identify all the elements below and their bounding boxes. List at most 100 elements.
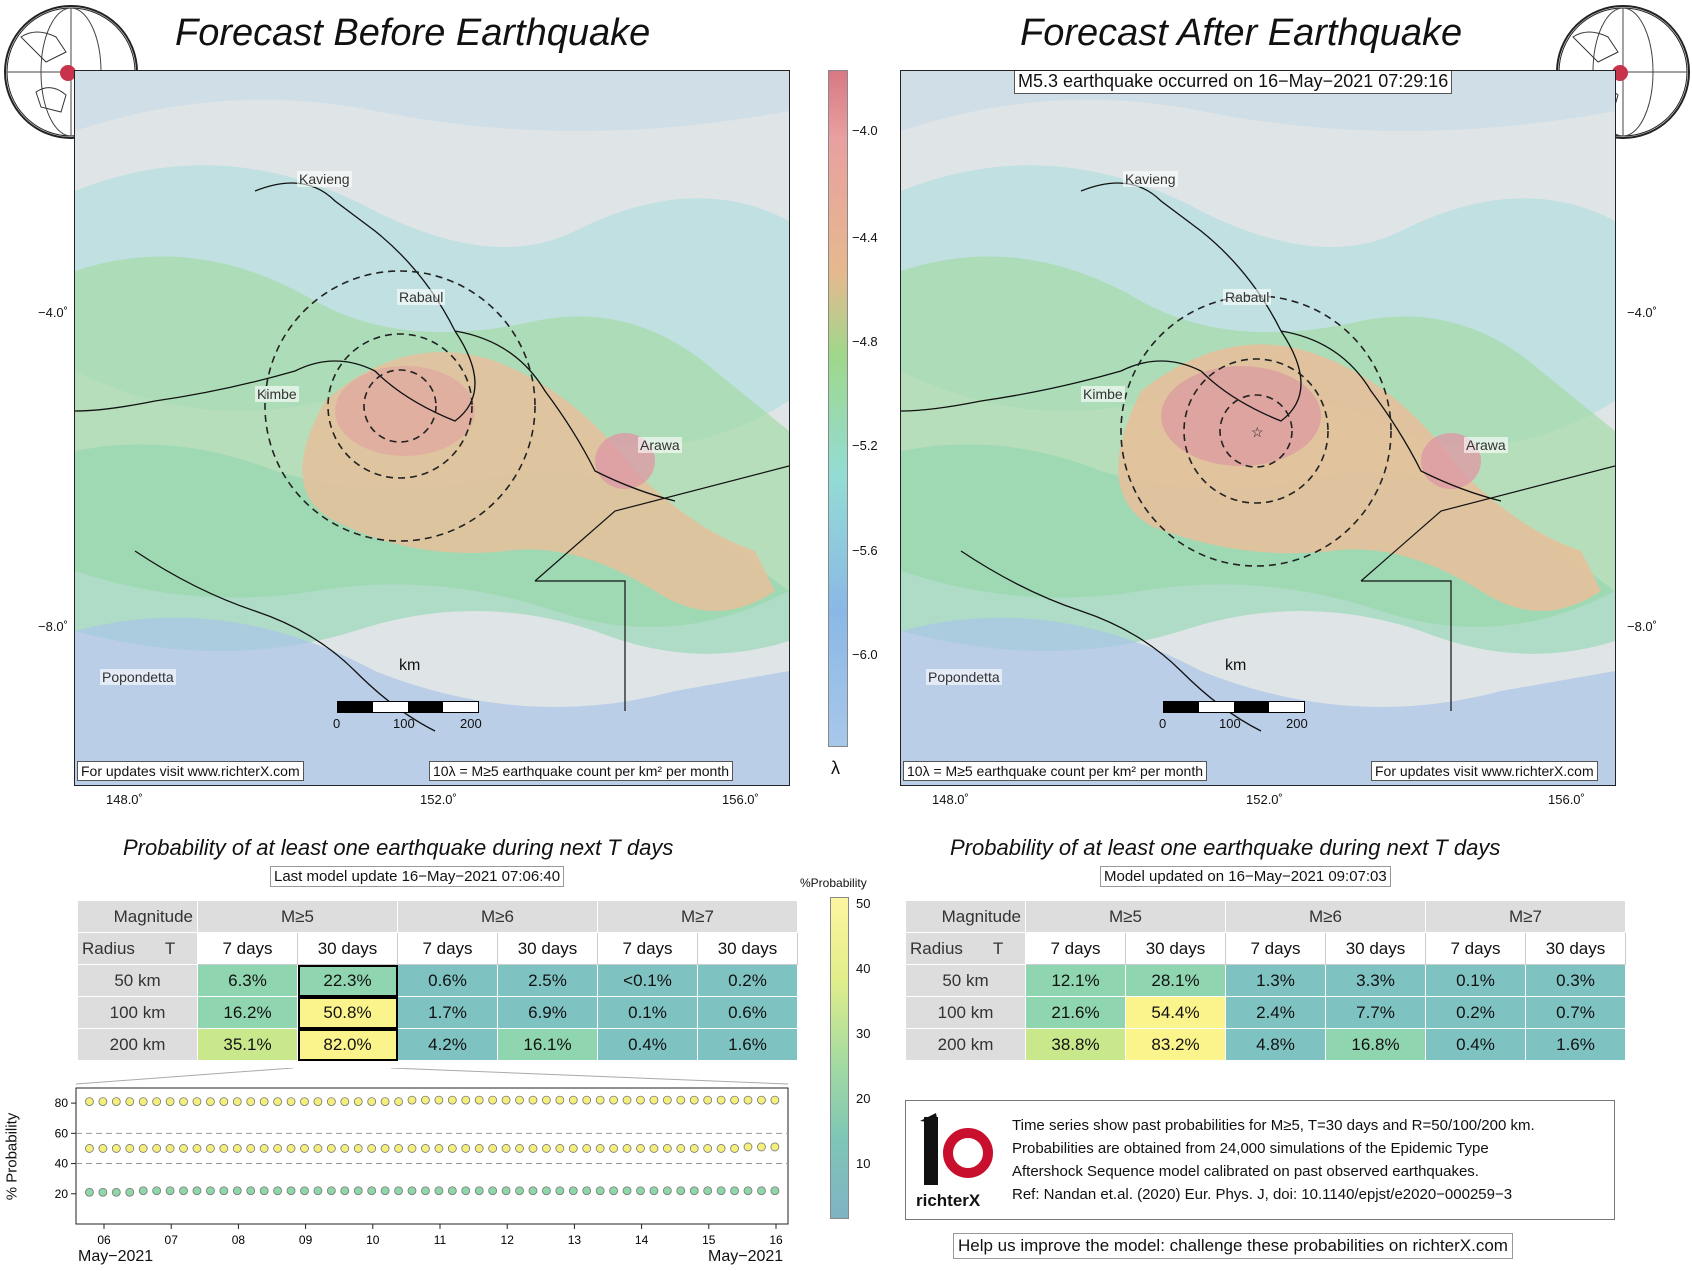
info-line: Time series show past probabilities for … [1012, 1117, 1535, 1134]
data-point [703, 1186, 713, 1196]
x-tick-label: 11 [434, 1233, 447, 1247]
data-point [179, 1144, 188, 1153]
help-link[interactable]: Help us improve the model: challenge the… [953, 1233, 1513, 1259]
data-point [98, 1187, 108, 1197]
prob-cell: 0.4% [597, 1028, 698, 1061]
data-point [246, 1097, 256, 1106]
right-map-canvas: ☆ [901, 71, 1615, 785]
data-point [353, 1186, 363, 1196]
table-row: 200 km 35.1% 82.0% 4.2% 16.1% 0.4% 1.6% [77, 1028, 798, 1061]
data-point [125, 1187, 135, 1197]
prob-colorbar [830, 897, 849, 1219]
data-point [568, 1095, 578, 1105]
data-point [515, 1095, 524, 1105]
data-point [340, 1097, 350, 1106]
data-point [313, 1144, 323, 1153]
data-point [649, 1144, 659, 1153]
richterx-logo-icon [920, 1113, 993, 1185]
data-point [111, 1187, 121, 1197]
prob-cell: 2.4% [1225, 996, 1326, 1029]
day-header: 30 days [1125, 932, 1226, 965]
prob-cell: 82.0% [297, 1028, 398, 1061]
city-label-kavieng: Kavieng [297, 171, 352, 187]
prob-cell: 16.8% [1325, 1028, 1426, 1061]
lambda-tick-0: −4.0 [852, 123, 878, 138]
x-tick-label: 10 [366, 1233, 380, 1247]
prob-cell: 1.7% [397, 996, 498, 1029]
lambda-tick-3: −5.2 [852, 438, 878, 453]
prob-cell: 22.3% [297, 964, 398, 997]
updates-note: For updates visit www.richterX.com [1371, 761, 1598, 781]
connector-line [390, 1068, 789, 1085]
row-radius: 50 km [77, 964, 198, 997]
data-point [636, 1144, 645, 1153]
data-point [528, 1186, 538, 1196]
info-line: Aftershock Sequence model calibrated on … [1012, 1163, 1479, 1180]
day-header: 7 days [1425, 932, 1526, 965]
data-point [111, 1097, 121, 1106]
scale-unit-label: km [399, 657, 421, 674]
data-point [662, 1144, 672, 1153]
chart-ylabel: % Probability [3, 1112, 21, 1201]
data-point [165, 1186, 175, 1196]
data-point [743, 1142, 753, 1152]
richterx-logo: richterX [916, 1109, 996, 1213]
data-point [125, 1144, 135, 1153]
data-point [609, 1144, 618, 1153]
probability-time-series-chart: 20 40 60 80 06 07 08 09 10 11 12 13 14 15 16 [55, 1068, 789, 1247]
scale-unit-label: km [1225, 657, 1247, 674]
prob-tick-50: 50 [856, 896, 871, 911]
epicenter-star-icon: ☆ [1251, 424, 1264, 440]
data-point [461, 1144, 471, 1153]
data-point [595, 1095, 605, 1105]
data-point [246, 1144, 256, 1153]
data-point [622, 1095, 632, 1105]
right-lat-label-4: −4.0˚ [1627, 305, 1657, 320]
data-point [434, 1144, 444, 1153]
data-point [582, 1144, 592, 1153]
data-point [770, 1186, 780, 1196]
mag-header-m6: M≥6 [1225, 900, 1426, 933]
data-point [770, 1142, 780, 1152]
scale-tick-100: 100 [1219, 716, 1241, 731]
data-point [380, 1186, 390, 1196]
data-point [300, 1144, 309, 1153]
table-corner-radius: Radius T [905, 932, 1026, 965]
left-map-canvas [75, 71, 789, 785]
data-point [622, 1186, 632, 1196]
data-point [501, 1186, 511, 1196]
data-point [367, 1186, 377, 1196]
data-point [152, 1144, 162, 1153]
city-label-arawa: Arawa [638, 437, 682, 453]
data-point [515, 1144, 524, 1153]
data-point [192, 1144, 202, 1153]
table-corner-magnitude: Magnitude [77, 900, 198, 933]
data-point [447, 1144, 457, 1153]
prob-cell: 16.2% [197, 996, 298, 1029]
table-row: 100 km 16.2% 50.8% 1.7% 6.9% 0.1% 0.6% [77, 996, 798, 1029]
table-row: 200 km 38.8% 83.2% 4.8% 16.8% 0.4% 1.6% [905, 1028, 1626, 1061]
data-point [568, 1186, 578, 1196]
prob-cell: 7.7% [1325, 996, 1426, 1029]
data-point [662, 1186, 672, 1196]
data-point [286, 1144, 296, 1153]
data-point [743, 1186, 753, 1196]
data-point [474, 1186, 484, 1196]
y-tick-label: 40 [55, 1157, 69, 1171]
data-point [676, 1186, 686, 1196]
right-map: ☆ M5.3 earthquake occurred on 16−May−202… [900, 70, 1616, 786]
info-line: Probabilities are obtained from 24,000 s… [1012, 1140, 1489, 1157]
y-tick-label: 80 [55, 1096, 69, 1110]
data-point [380, 1097, 390, 1106]
data-point [326, 1097, 336, 1106]
prob-cell: 0.2% [697, 964, 798, 997]
data-point [421, 1186, 430, 1196]
prob-cell: 0.2% [1425, 996, 1526, 1029]
x-tick-label: 12 [501, 1233, 515, 1247]
lambda-note: 10λ = M≥5 earthquake count per km² per m… [429, 761, 734, 781]
data-point [85, 1144, 94, 1153]
x-tick-label: 14 [635, 1233, 649, 1247]
x-tick-label: 06 [97, 1233, 111, 1247]
data-point [179, 1186, 188, 1196]
data-point [85, 1097, 94, 1106]
